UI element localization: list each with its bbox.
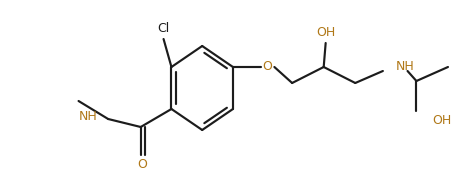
Text: OH: OH — [316, 27, 335, 39]
Text: NH: NH — [396, 61, 415, 73]
Text: O: O — [263, 61, 273, 73]
Text: OH: OH — [432, 115, 451, 127]
Text: O: O — [138, 158, 147, 170]
Text: NH: NH — [79, 110, 97, 122]
Text: Cl: Cl — [157, 22, 170, 36]
